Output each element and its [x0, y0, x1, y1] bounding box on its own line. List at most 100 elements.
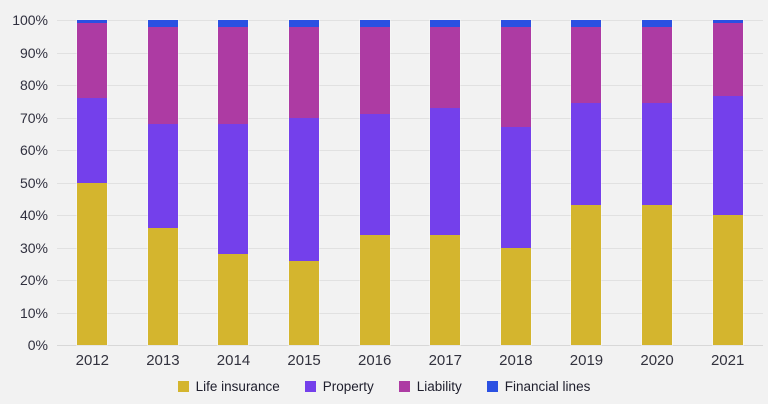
- segment-property-2013: [147, 124, 178, 228]
- segment-life-insurance-2013: [147, 228, 178, 345]
- segment-liability-2012: [77, 23, 108, 98]
- bar-2017: [430, 20, 461, 345]
- segment-financial-lines-2013: [147, 20, 178, 27]
- bar-2014: [218, 20, 249, 345]
- bar-2013: [147, 20, 178, 345]
- segment-life-insurance-2021: [712, 215, 743, 345]
- legend-label: Property: [322, 379, 374, 394]
- segment-liability-2013: [147, 26, 178, 124]
- segment-financial-lines-2014: [218, 20, 249, 27]
- x-axis: 2012 2013 2014 2015 2016 2017 2018 2019 2020 2021: [57, 352, 763, 369]
- x-tick-label-2021: 2021: [710, 352, 745, 369]
- legend-label: Life insurance: [195, 379, 280, 394]
- gridline: [57, 182, 763, 184]
- segment-financial-lines-2016: [359, 20, 390, 27]
- segment-financial-lines-2018: [500, 20, 531, 27]
- segment-property-2017: [430, 107, 461, 235]
- y-tick-label: 100%: [12, 12, 48, 28]
- bar-slot-2016: [339, 20, 410, 345]
- legend-item-property: Property: [304, 379, 374, 394]
- y-tick-label: 40%: [19, 207, 48, 223]
- bar-slot-2013: [128, 20, 199, 345]
- y-tick-label: 70%: [19, 109, 48, 126]
- segment-financial-lines-2020: [642, 20, 673, 27]
- y-tick-label: 30%: [19, 239, 48, 256]
- segment-life-insurance-2012: [77, 182, 108, 345]
- bar-slot-2020: [622, 20, 693, 345]
- gridline: [57, 280, 763, 281]
- y-tick-label: 0%: [27, 337, 48, 353]
- segment-property-2016: [359, 114, 390, 235]
- segment-liability-2020: [642, 26, 673, 103]
- segment-property-2019: [571, 102, 602, 206]
- bar-slot-2014: [198, 20, 269, 345]
- bar-slot-2015: [269, 20, 340, 345]
- legend-swatch-icon: [177, 381, 189, 392]
- segment-liability-2021: [712, 23, 743, 97]
- legend-item-liability: Liability: [398, 379, 462, 394]
- legend-swatch-icon: [486, 381, 498, 392]
- segment-liability-2015: [289, 26, 320, 118]
- bar-2015: [289, 20, 320, 345]
- x-tick-label-2012: 2012: [75, 352, 109, 369]
- bar-slot-2019: [551, 20, 622, 345]
- legend-swatch-icon: [398, 381, 410, 392]
- y-tick-label: 50%: [19, 174, 48, 191]
- gridline: [57, 20, 763, 21]
- segment-liability-2019: [571, 26, 602, 103]
- segment-liability-2018: [500, 26, 531, 128]
- segment-life-insurance-2017: [430, 234, 461, 345]
- legend-label: Liability: [416, 379, 462, 394]
- gridline: [57, 52, 763, 54]
- legend-item-financial-lines: Financial lines: [486, 379, 591, 394]
- bar-slot-2012: [57, 20, 128, 345]
- x-tick-label-2020: 2020: [640, 352, 674, 369]
- y-tick-label: 90%: [19, 44, 48, 61]
- y-tick-label: 80%: [19, 77, 48, 93]
- bar-2019: [571, 20, 602, 345]
- segment-financial-lines-2012: [77, 20, 108, 24]
- segment-financial-lines-2015: [289, 20, 320, 27]
- baseline: [57, 345, 763, 346]
- bar-slot-2021: [692, 20, 763, 345]
- segment-financial-lines-2017: [430, 20, 461, 27]
- segment-liability-2014: [218, 26, 249, 124]
- segment-liability-2016: [359, 26, 390, 115]
- segment-property-2021: [712, 96, 743, 215]
- segment-life-insurance-2019: [571, 205, 602, 345]
- bar-2012: [77, 20, 108, 345]
- y-tick-label: 10%: [19, 304, 48, 321]
- gridline: [57, 215, 763, 216]
- x-tick-label-2017: 2017: [428, 352, 462, 369]
- x-tick-label-2014: 2014: [216, 352, 251, 369]
- segment-property-2018: [500, 127, 531, 248]
- bar-2021: [712, 20, 743, 345]
- bar-slot-2018: [481, 20, 552, 345]
- bar-slot-2017: [410, 20, 481, 345]
- bar-2016: [359, 20, 390, 345]
- segment-life-insurance-2016: [359, 234, 390, 345]
- legend-swatch-icon: [304, 381, 316, 392]
- segment-life-insurance-2020: [642, 205, 673, 345]
- segment-property-2012: [77, 98, 108, 183]
- segment-life-insurance-2014: [218, 254, 249, 345]
- segment-financial-lines-2019: [571, 20, 602, 27]
- segment-property-2014: [218, 124, 249, 254]
- segment-property-2015: [289, 117, 320, 261]
- x-tick-label-2019: 2019: [569, 352, 604, 369]
- gridline: [57, 247, 763, 249]
- gridline: [57, 150, 763, 151]
- legend-label: Financial lines: [504, 379, 591, 394]
- x-tick-label-2016: 2016: [357, 352, 392, 369]
- segment-life-insurance-2018: [500, 247, 531, 345]
- bars-container: [57, 20, 763, 345]
- gridline: [57, 85, 763, 86]
- segment-property-2020: [642, 102, 673, 206]
- x-tick-label-2015: 2015: [287, 352, 321, 369]
- y-tick-label: 20%: [19, 272, 48, 288]
- legend: Life insurance Property Liability Financial…: [0, 379, 768, 394]
- legend-item-life-insurance: Life insurance: [177, 379, 280, 394]
- x-tick-label-2013: 2013: [146, 352, 180, 369]
- gridline: [57, 312, 763, 314]
